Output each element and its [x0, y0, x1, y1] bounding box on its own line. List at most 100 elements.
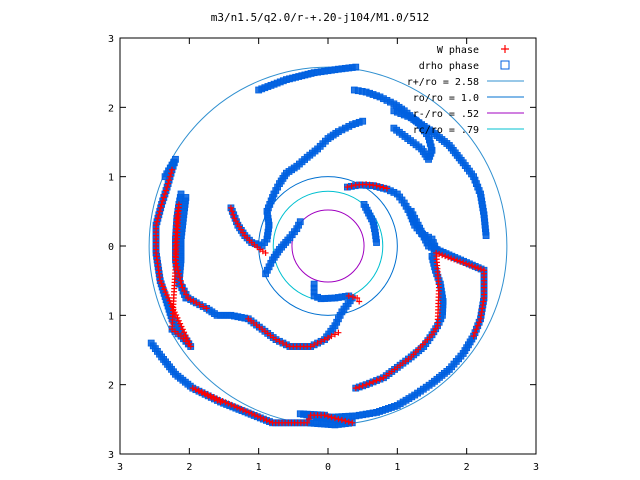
w-point: [473, 326, 480, 333]
w-point: [442, 253, 449, 260]
reference-circles: [148, 66, 508, 426]
w-point: [276, 338, 283, 345]
w-point: [169, 303, 176, 310]
w-point: [181, 329, 188, 336]
w-point: [321, 336, 328, 343]
w-point: [189, 385, 196, 392]
w-point: [377, 183, 383, 190]
w-point: [331, 415, 338, 422]
w-point: [251, 412, 258, 419]
w-point: [345, 292, 352, 299]
circle-0: [148, 66, 508, 426]
y-tick-label: 3: [108, 34, 114, 45]
y-tick-label: 1: [108, 311, 114, 322]
w-point: [263, 417, 270, 424]
w-point: [460, 259, 467, 266]
w-point: [210, 394, 217, 401]
w-point: [228, 401, 235, 408]
w-point: [305, 415, 312, 422]
w-point: [169, 166, 175, 173]
w-point: [304, 419, 311, 426]
w-point: [157, 204, 164, 211]
w-point: [433, 249, 440, 256]
w-point: [338, 417, 345, 424]
w-point: [266, 418, 273, 425]
w-point: [429, 331, 435, 338]
w-point: [377, 376, 383, 383]
w-point: [478, 266, 485, 273]
w-point: [181, 288, 188, 295]
w-point: [436, 251, 443, 258]
w-point: [173, 312, 180, 319]
w-point: [161, 191, 168, 197]
drho-point: [359, 117, 367, 125]
w-point: [198, 388, 205, 395]
w-point: [471, 329, 478, 336]
w-point: [195, 387, 202, 394]
drho-point: [482, 232, 490, 240]
w-point: [225, 400, 232, 407]
x-tick-label: 2: [186, 462, 192, 473]
w-point: [254, 413, 261, 420]
w-point: [236, 223, 243, 230]
w-point: [174, 314, 181, 321]
w-point: [192, 386, 199, 393]
w-point: [187, 343, 194, 350]
w-point: [311, 341, 318, 348]
drho-point: [296, 218, 304, 226]
w-point: [167, 173, 174, 180]
w-point: [356, 298, 363, 305]
w-point: [155, 211, 162, 218]
w-point: [325, 413, 331, 420]
legend-swatch-plus: [501, 45, 509, 53]
w-point: [164, 184, 171, 191]
w-point: [168, 170, 175, 177]
w-point: [213, 395, 220, 402]
series-W-phase: [153, 166, 487, 426]
w-point: [158, 280, 165, 287]
w-point: [183, 334, 190, 341]
w-point: [239, 229, 246, 236]
w-point: [457, 258, 464, 265]
drho-point: [390, 124, 398, 132]
w-point: [219, 397, 226, 404]
y-tick-label: 0: [108, 242, 114, 253]
w-point: [230, 211, 237, 218]
w-point: [314, 340, 321, 347]
w-point: [175, 330, 182, 337]
y-tick-label: 1: [108, 173, 114, 184]
data-points: [147, 63, 490, 429]
w-point: [237, 405, 244, 412]
legend: W phase drho phase r+/ro = 2.58 ro/ro = 1.0…: [407, 45, 524, 136]
w-point: [283, 341, 290, 348]
w-point: [430, 328, 437, 335]
w-point: [227, 204, 234, 211]
w-point: [321, 412, 328, 419]
w-point: [363, 381, 370, 388]
w-point: [245, 409, 252, 416]
w-point: [477, 315, 484, 322]
w-point: [153, 218, 160, 225]
w-point: [318, 338, 325, 345]
w-point: [159, 197, 166, 204]
y-tick-label: 2: [108, 381, 114, 392]
w-point: [432, 325, 439, 332]
w-point: [476, 319, 483, 326]
w-point: [182, 332, 189, 339]
w-point: [175, 317, 182, 324]
w-point: [200, 303, 207, 310]
legend-label-3: ro/ro = 1.0: [413, 93, 479, 104]
w-point: [260, 415, 267, 422]
w-point: [204, 391, 211, 398]
w-point: [335, 329, 342, 336]
w-point: [186, 340, 193, 347]
w-point: [166, 297, 173, 304]
w-point: [175, 270, 182, 277]
w-point: [177, 277, 184, 284]
w-point: [472, 264, 479, 271]
w-point: [354, 295, 361, 301]
w-point: [172, 328, 179, 335]
w-point: [216, 396, 223, 403]
